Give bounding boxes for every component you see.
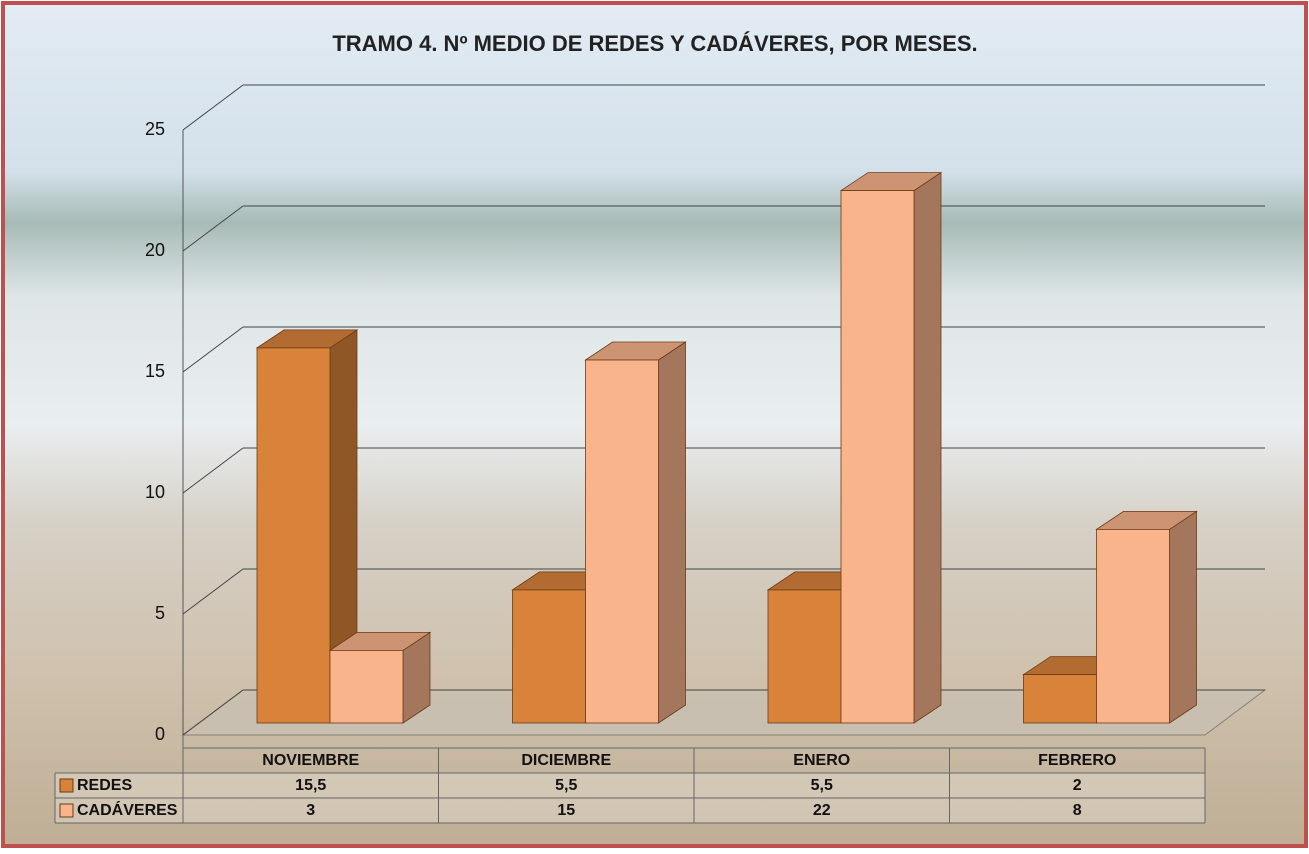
grid-line (182, 568, 244, 615)
table-value: 8 (1073, 802, 1082, 819)
table-value: 3 (306, 802, 315, 819)
x-tick-label: DICIEMBRE (521, 752, 611, 769)
bar (767, 589, 842, 724)
x-tick-label: FEBRERO (1038, 752, 1116, 769)
y-tick-label: 0 (155, 724, 165, 744)
bar (1096, 529, 1170, 724)
bar-side (913, 171, 942, 724)
bar-side (1169, 510, 1197, 724)
y-tick-label: 10 (145, 482, 165, 502)
table-value: 2 (1073, 777, 1082, 794)
grid-line (182, 689, 244, 736)
bar (256, 347, 331, 724)
y-tick-label: 20 (145, 240, 165, 260)
y-tick-label: 5 (155, 603, 165, 623)
legend-swatch (59, 803, 74, 818)
table-value: 15 (557, 802, 575, 819)
bar (840, 190, 915, 724)
legend-swatch (59, 778, 74, 793)
legend-label: REDES (77, 777, 132, 794)
grid-line (182, 84, 244, 131)
table-value: 22 (813, 802, 831, 819)
chart-title: TRAMO 4. Nº MEDIO DE REDES Y CADÁVERES, … (332, 31, 977, 56)
bar-side (658, 341, 686, 724)
grid-line (182, 447, 244, 494)
y-tick-label: 15 (145, 361, 165, 381)
table-value: 15,5 (295, 777, 326, 794)
table-value: 5,5 (811, 777, 833, 794)
bar (512, 589, 586, 724)
bar (329, 650, 404, 724)
bar (1023, 674, 1097, 724)
x-tick-label: NOVIEMBRE (262, 752, 359, 769)
y-tick-label: 25 (145, 119, 165, 139)
legend-label: CADÁVERES (77, 800, 178, 819)
grid-line (182, 205, 244, 252)
bar (585, 359, 659, 724)
grid-line (182, 326, 244, 373)
table-value: 5,5 (555, 777, 577, 794)
x-tick-label: ENERO (793, 752, 850, 769)
